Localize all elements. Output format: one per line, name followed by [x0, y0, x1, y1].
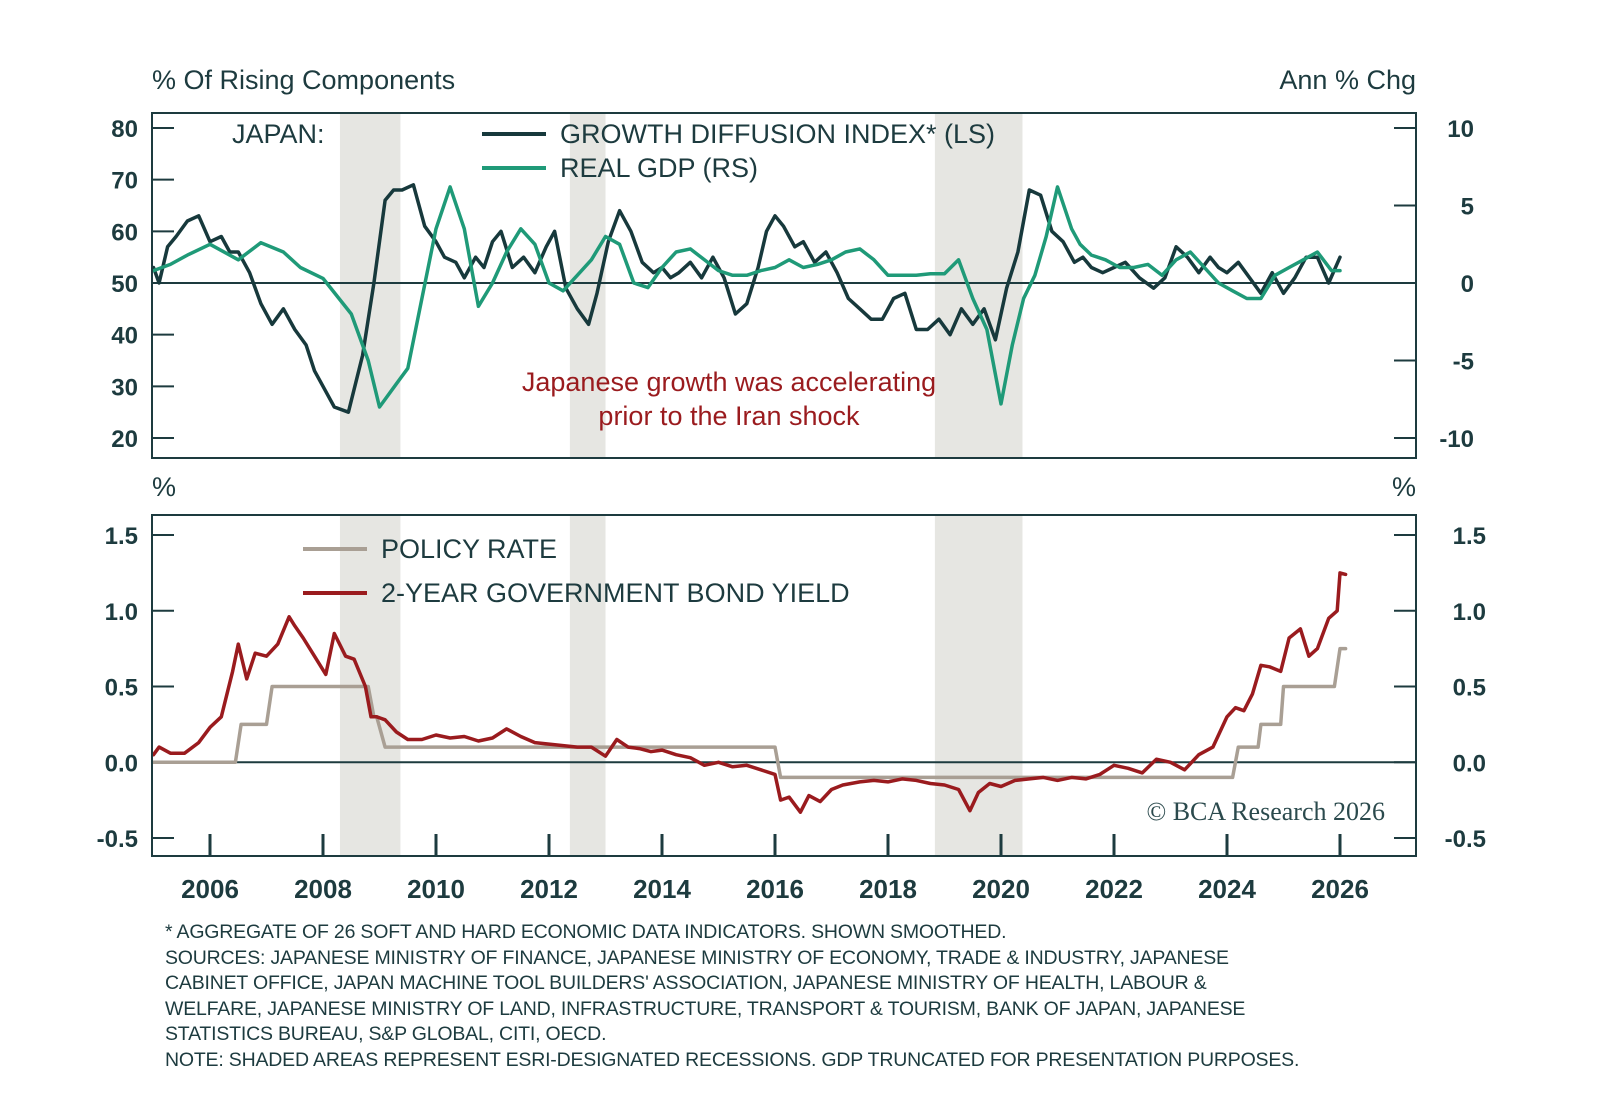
top-right-tick-label: 10: [1447, 116, 1474, 143]
footnote-sources-3: WELFARE, JAPANESE MINISTRY OF LAND, INFR…: [165, 997, 1246, 1020]
bottom-panel-frame: [151, 514, 1417, 857]
bottom-panel-series: [151, 571, 1348, 814]
bottom-right-tick-label: 0.0: [1453, 750, 1486, 777]
top-panel-frame: [151, 112, 1417, 459]
copyright-label: © BCA Research 2026: [1146, 797, 1385, 826]
footnotes: * AGGREGATE OF 26 SOFT AND HARD ECONOMIC…: [165, 920, 1425, 1074]
x-tick-label: 2016: [746, 874, 804, 904]
top-left-tick-label: 60: [111, 219, 138, 246]
bottom-right-tick-label: -0.5: [1445, 826, 1486, 853]
bottom-left-tick-label: -0.5: [97, 826, 138, 853]
footnote-sources-4: STATISTICS BUREAU, S&P GLOBAL, CITI, OEC…: [165, 1023, 607, 1046]
recession-band-bottom-1: [569, 515, 606, 856]
bottom-left-axis-title: %: [152, 472, 176, 502]
footnote-note: NOTE: SHADED AREAS REPRESENT ESRI-DESIGN…: [165, 1048, 1300, 1071]
series-real-gdp: [151, 185, 1342, 409]
recession-band-bottom-2: [934, 515, 1023, 856]
top-right-axis-title: Ann % Chg: [1279, 65, 1416, 95]
bottom-right-tick-label: 0.5: [1453, 675, 1486, 702]
series-growth-diffusion-index: [151, 183, 1342, 414]
recession-shading: [339, 113, 1023, 856]
top-left-tick-label: 40: [111, 323, 138, 350]
bottom-right-tick-label: 1.0: [1453, 599, 1486, 626]
top-left-axis-title: % Of Rising Components: [152, 65, 455, 95]
footnote-sources-1: SOURCES: JAPANESE MINISTRY OF FINANCE, J…: [165, 946, 1229, 969]
x-tick-label: 2018: [859, 874, 917, 904]
x-tick-label: 2008: [294, 874, 352, 904]
annotation-line-1: Japanese growth was accelerating: [522, 367, 936, 397]
top-left-tick-label: 50: [111, 271, 138, 298]
bottom-left-tick-label: 0.0: [105, 750, 138, 777]
series-policy-rate: [151, 646, 1348, 780]
x-axis: 2006 2008 2010 2012 2014 2016 2018 2020 2022 2024…: [181, 834, 1369, 904]
x-tick-label: 2024: [1198, 874, 1256, 904]
legend-label-bond-yield: 2-YEAR GOVERNMENT BOND YIELD: [381, 578, 850, 608]
recession-band-top-2: [934, 113, 1023, 458]
bottom-panel-axes: 1.5 1.5 1.0 1.0 0.5 0.5 0.0 0.0 -0.5 -0.5: [97, 523, 1486, 853]
footnote-sources-2: CABINET OFFICE, JAPAN MACHINE TOOL BUILD…: [165, 972, 1207, 995]
top-left-tick-label: 70: [111, 168, 138, 195]
x-tick-label: 2020: [972, 874, 1030, 904]
bottom-right-axis-title: %: [1392, 472, 1416, 502]
legend-label-policy-rate: POLICY RATE: [381, 534, 557, 564]
bottom-right-tick-label: 1.5: [1453, 523, 1486, 550]
annotation-line-2: prior to the Iran shock: [598, 401, 860, 431]
bottom-left-tick-label: 1.5: [105, 523, 138, 550]
legend-label-diffusion-index: GROWTH DIFFUSION INDEX* (LS): [560, 119, 995, 149]
top-left-tick-label: 20: [111, 426, 138, 453]
top-right-tick-label: 0: [1461, 271, 1474, 298]
bottom-left-tick-label: 1.0: [105, 599, 138, 626]
legend-label-real-gdp: REAL GDP (RS): [560, 153, 758, 183]
panel-label-japan: JAPAN:: [232, 119, 325, 149]
top-left-tick-label: 30: [111, 374, 138, 401]
x-tick-label: 2026: [1311, 874, 1369, 904]
top-right-tick-label: -10: [1439, 426, 1474, 453]
bottom-left-tick-label: 0.5: [105, 675, 138, 702]
x-tick-label: 2022: [1085, 874, 1143, 904]
footnote-asterisk: * AGGREGATE OF 26 SOFT AND HARD ECONOMIC…: [165, 921, 1007, 943]
top-right-tick-label: -5: [1453, 349, 1474, 376]
top-panel-series: [151, 183, 1342, 414]
x-tick-label: 2010: [407, 874, 465, 904]
top-left-tick-label: 80: [111, 116, 138, 143]
x-tick-label: 2012: [520, 874, 578, 904]
x-tick-label: 2014: [633, 874, 691, 904]
chart-canvas: % Of Rising Components Ann % Chg JAPAN: …: [97, 65, 1486, 904]
x-tick-label: 2006: [181, 874, 239, 904]
series-2yr-bond-yield: [151, 571, 1348, 814]
top-right-tick-label: 5: [1461, 194, 1474, 221]
